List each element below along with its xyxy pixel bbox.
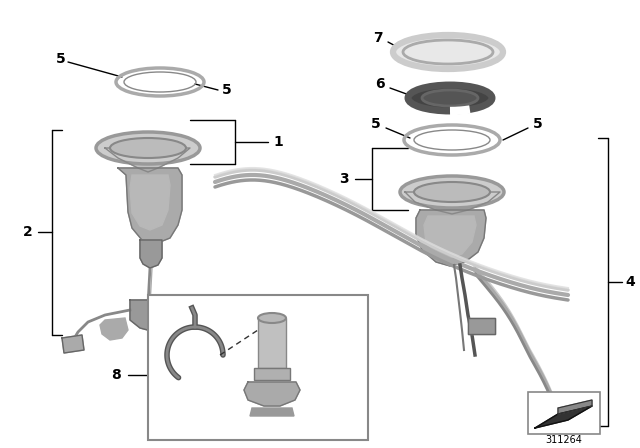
Polygon shape xyxy=(100,318,128,340)
Text: 8: 8 xyxy=(111,368,121,382)
Polygon shape xyxy=(468,318,495,334)
Polygon shape xyxy=(62,335,84,353)
Polygon shape xyxy=(244,382,300,406)
Text: 2: 2 xyxy=(23,225,33,239)
Text: 1: 1 xyxy=(273,135,283,149)
Polygon shape xyxy=(535,406,592,428)
Ellipse shape xyxy=(393,35,503,69)
Ellipse shape xyxy=(110,138,186,158)
Text: 3: 3 xyxy=(339,172,349,186)
Ellipse shape xyxy=(400,176,504,208)
Polygon shape xyxy=(424,216,476,258)
Polygon shape xyxy=(105,148,190,172)
Text: 311264: 311264 xyxy=(545,435,582,445)
Text: 5: 5 xyxy=(56,52,66,66)
Polygon shape xyxy=(140,240,162,268)
Text: 5: 5 xyxy=(222,83,232,97)
Bar xyxy=(258,318,286,368)
Polygon shape xyxy=(405,192,500,214)
Ellipse shape xyxy=(96,132,200,164)
Bar xyxy=(254,368,290,380)
Polygon shape xyxy=(118,168,182,244)
Ellipse shape xyxy=(422,90,478,106)
Ellipse shape xyxy=(408,85,492,111)
Polygon shape xyxy=(130,175,170,230)
Text: 5: 5 xyxy=(533,117,543,131)
Bar xyxy=(528,392,600,434)
Polygon shape xyxy=(250,408,294,416)
Polygon shape xyxy=(416,210,486,266)
Text: 7: 7 xyxy=(373,31,383,45)
Ellipse shape xyxy=(414,182,490,202)
Text: 4: 4 xyxy=(625,275,635,289)
Text: 6: 6 xyxy=(375,77,385,91)
Bar xyxy=(148,295,368,440)
Ellipse shape xyxy=(258,313,286,323)
Polygon shape xyxy=(545,402,572,424)
Polygon shape xyxy=(558,400,592,414)
Polygon shape xyxy=(130,300,175,332)
Text: 5: 5 xyxy=(371,117,381,131)
